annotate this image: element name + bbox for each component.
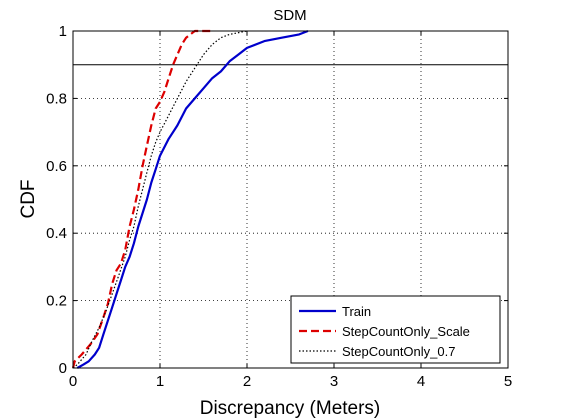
series-layer [71,29,309,369]
series-line-1 [76,29,309,369]
x-tick-label: 2 [243,373,251,390]
y-tick-label: 0.4 [46,225,67,242]
legend-label: Train [342,304,371,319]
chart-title: SDM [273,7,306,24]
x-tick-label: 4 [417,373,425,390]
legend-box [290,295,501,364]
legend-label: StepCountOnly_Scale [342,324,470,339]
y-tick-label: 0 [59,360,67,377]
y-tick-label: 0.2 [46,293,67,310]
series-line-3 [72,30,248,369]
legend-items: Train StepCountOnly_Scale StepCountOnly_0.… [299,304,470,359]
y-tick-label: 0.6 [46,158,67,175]
grid [73,31,508,368]
x-axis-label: Discrepancy (Meters) [200,398,381,419]
series-line-2 [71,29,213,369]
legend: Train StepCountOnly_Scale StepCountOnly_0.… [290,295,501,364]
x-tick-label: 5 [504,373,512,390]
plot-frame [72,30,509,369]
x-tick-label: 0 [69,373,77,390]
legend-label: StepCountOnly_0.7 [342,344,455,359]
y-tick-label: 0.8 [46,90,67,107]
ticks: 0 1 2 3 4 5 0 0.2 0.4 0.6 0.8 1 [46,23,512,390]
y-axis-label: CDF [18,179,39,218]
y-tick-label: 1 [59,23,67,40]
x-tick-label: 1 [156,373,164,390]
x-tick-label: 3 [330,373,338,390]
